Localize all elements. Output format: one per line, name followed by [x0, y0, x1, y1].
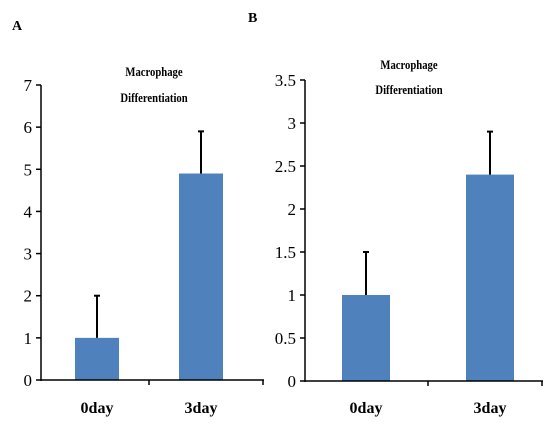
panel-a-label: A — [12, 19, 23, 34]
panel-b-category-label: 3day — [474, 400, 507, 417]
panel-a-y-tick-label: 5 — [24, 160, 33, 179]
panel-b-y-tick-label: 1.5 — [275, 243, 296, 262]
panel-a-y-tick-label: 0 — [24, 371, 33, 390]
panel-b-label: B — [248, 11, 257, 26]
panel-a-chart: A Macrophage Differentiation 0 1 2 3 4 5 6 7 0da… — [12, 19, 264, 417]
panel-a-y-tick-label: 4 — [24, 202, 33, 221]
panel-b-y-tick-label: 0.5 — [275, 329, 296, 348]
panel-a-category-label: 3day — [185, 400, 218, 417]
panel-b-y-tick-label: 2.5 — [275, 157, 296, 176]
panel-a-bar-0day — [75, 337, 119, 380]
panel-b-y-tick-label: 2 — [288, 200, 297, 219]
panel-b-category-label: 0day — [350, 400, 383, 417]
panel-a-category-label: 0day — [81, 400, 114, 417]
panel-b-bar-3day — [466, 174, 514, 381]
panel-a-y-tick-label: 6 — [24, 118, 33, 137]
panel-a-y-tick-label: 3 — [24, 245, 33, 264]
panel-b-title-line-1: Macrophage — [380, 57, 437, 72]
panel-b-chart: B Macrophage Differentiation 0 0.5 1 1.5 2 2.… — [248, 11, 543, 417]
panel-a-bar-3day — [179, 173, 223, 380]
panel-a-y-tick-label: 7 — [24, 76, 33, 95]
panel-a-title-line-1: Macrophage — [125, 64, 182, 79]
panel-b-y-tick-label: 0 — [288, 372, 297, 391]
panel-b-y-tick-label: 3 — [288, 114, 297, 133]
panel-b-bar-0day — [342, 295, 390, 381]
panel-b-y-tick-label: 1 — [288, 286, 297, 305]
panel-b-title-line-2: Differentiation — [375, 82, 443, 97]
panel-a-y-tick-label: 1 — [24, 329, 33, 348]
panel-a-y-tick-label: 2 — [24, 287, 33, 306]
panel-b-y-tick-label: 3.5 — [275, 71, 296, 90]
panel-a-title-line-2: Differentiation — [120, 90, 188, 105]
